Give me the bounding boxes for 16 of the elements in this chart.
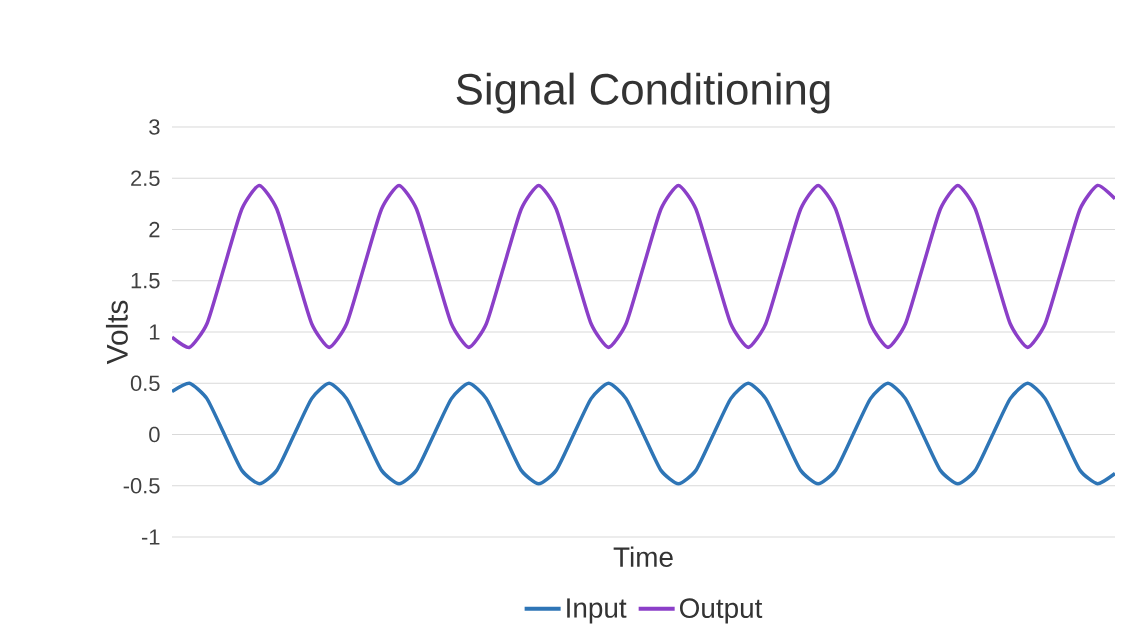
line-series	[172, 381, 1116, 486]
y-tick-label: 2.5	[131, 170, 160, 187]
x-axis-title: Time	[613, 546, 673, 567]
y-axis-title: Volts	[105, 300, 128, 365]
y-tick-label: -0.5	[123, 477, 160, 494]
y-tick-label: 2	[149, 221, 160, 238]
line-series	[172, 183, 1116, 350]
y-tick-label: 0	[149, 426, 160, 443]
legend-label: Input	[567, 598, 627, 624]
y-tick-label: 3	[149, 119, 160, 135]
chart-title: Signal Conditioning	[456, 72, 830, 114]
y-tick-label: 0.5	[130, 375, 160, 392]
y-tick-label: 1	[149, 324, 160, 340]
y-tick-label: -1	[141, 529, 160, 545]
legend-label: Output	[679, 598, 763, 624]
y-tick-label: 1.5	[131, 273, 160, 289]
